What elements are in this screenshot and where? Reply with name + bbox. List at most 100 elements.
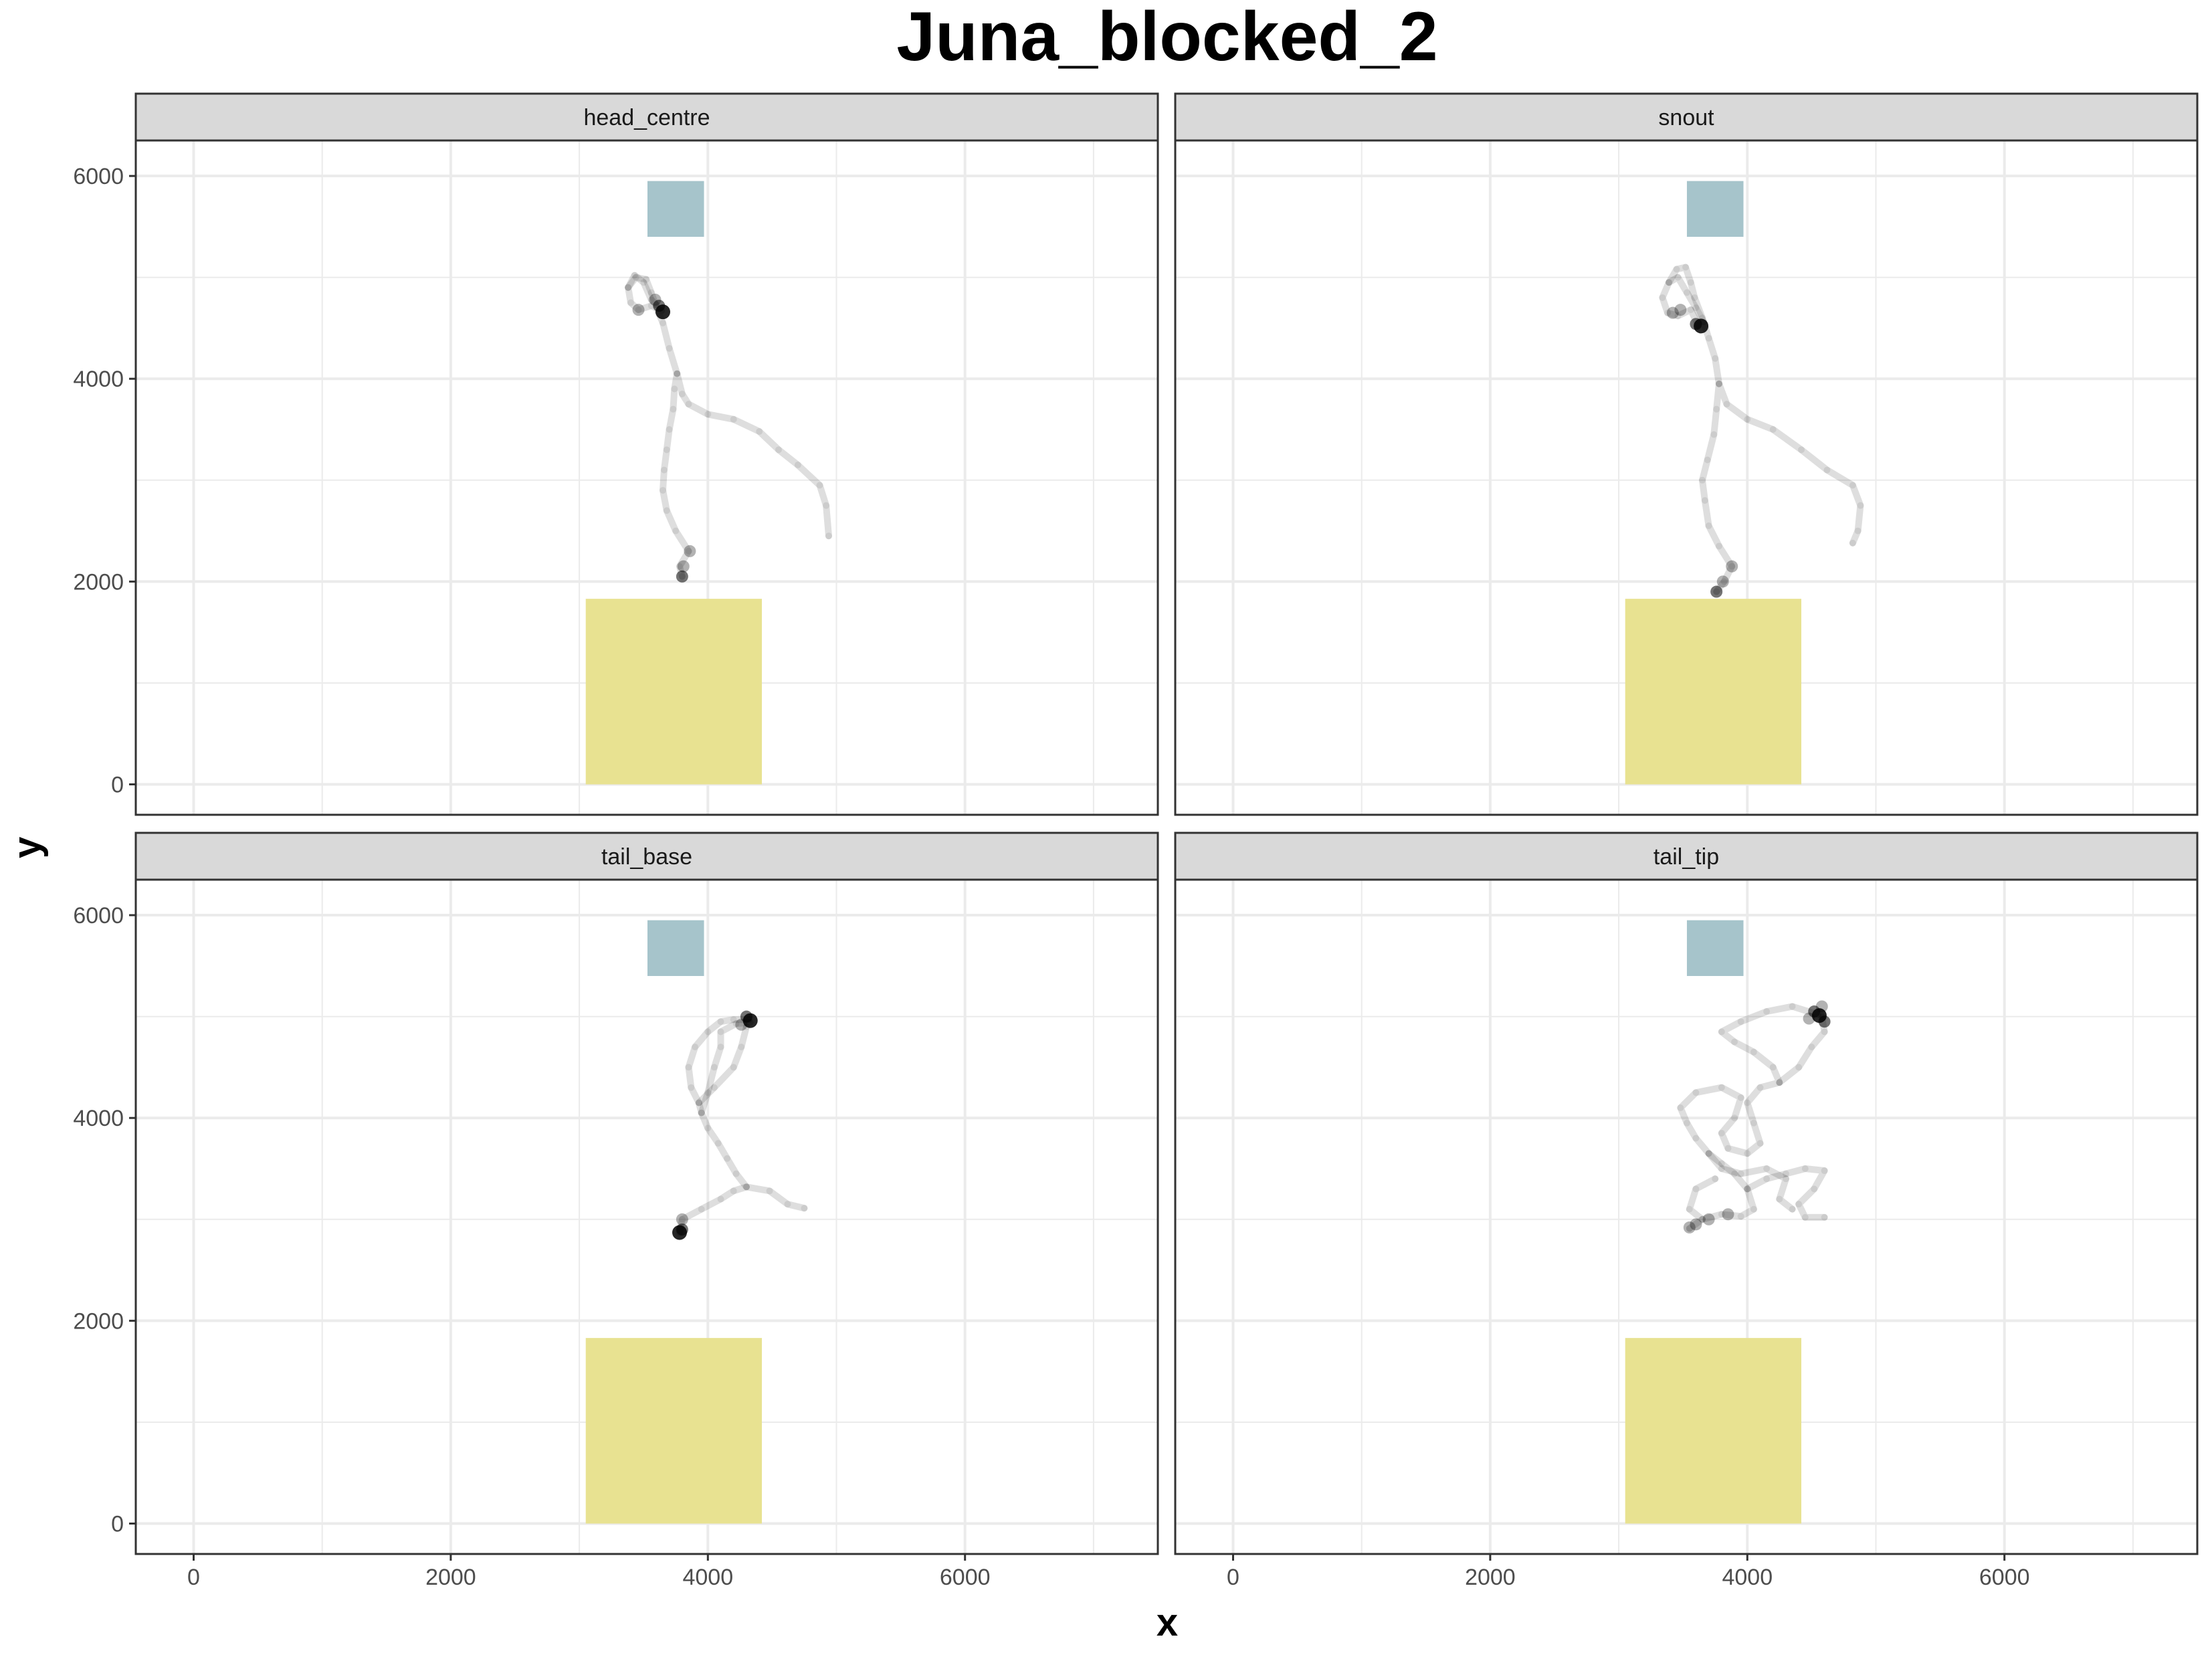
blue-zone xyxy=(647,181,704,237)
trajectory-point xyxy=(738,1044,745,1051)
trajectory-point xyxy=(660,466,668,474)
trajectory-point xyxy=(732,1020,740,1028)
trajectory-point xyxy=(704,1125,712,1132)
trajectory-path xyxy=(1666,274,1707,326)
trajectory-point xyxy=(1686,1225,1693,1232)
trajectory-point xyxy=(1750,1205,1757,1213)
trajectory-point xyxy=(1692,1089,1700,1096)
trajectory-path xyxy=(1705,1150,1796,1213)
trajectory-point xyxy=(1683,1119,1690,1127)
panel-border xyxy=(1174,878,2199,1555)
trajectory-point xyxy=(678,390,686,397)
dwell-point xyxy=(1666,306,1679,319)
trajectory-path xyxy=(695,1023,750,1106)
trajectory-point xyxy=(1716,380,1723,387)
trajectory-point xyxy=(1712,355,1719,362)
trajectory-path xyxy=(676,1183,808,1236)
trajectory-point xyxy=(1750,1119,1757,1127)
trajectory-point xyxy=(1849,482,1856,489)
trajectory-point xyxy=(1712,1175,1719,1183)
panel-snout: snout xyxy=(1174,92,2199,816)
trajectory-point xyxy=(1674,274,1682,281)
trajectory-point xyxy=(663,507,670,514)
trajectory-point xyxy=(666,426,673,433)
trajectory-point xyxy=(1801,1213,1809,1221)
trajectory-point xyxy=(1756,1084,1764,1091)
strip-label: tail_tip xyxy=(1653,844,1719,870)
trajectory-point xyxy=(1704,456,1711,464)
trajectory-point xyxy=(717,1195,724,1203)
trajectory-point xyxy=(825,532,832,540)
trajectory-point xyxy=(1821,1213,1828,1221)
trajectory-point xyxy=(1666,279,1673,286)
trajectory-point xyxy=(1674,312,1682,320)
trajectory-point xyxy=(670,405,677,413)
trajectory-point xyxy=(1782,1170,1789,1177)
trajectory-point xyxy=(1731,1038,1738,1046)
strip-label: snout xyxy=(1658,105,1714,130)
trajectory-point xyxy=(672,527,680,534)
y-tick-label: 2000 xyxy=(73,569,124,595)
y-tick-label: 4000 xyxy=(73,367,124,392)
x-tick-label: 0 xyxy=(1227,1565,1239,1590)
trajectory-point xyxy=(663,446,670,454)
trajectory-point xyxy=(1744,1185,1751,1193)
trajectory-point xyxy=(625,284,632,291)
trajectory-point xyxy=(1789,1003,1796,1010)
trajectory-point xyxy=(1705,1150,1712,1157)
trajectory-point xyxy=(1849,539,1856,547)
strip-label: tail_base xyxy=(601,844,692,870)
trajectory-point xyxy=(676,563,684,570)
dwell-point xyxy=(677,560,690,573)
dwell-point xyxy=(653,300,666,312)
trajectory-point xyxy=(1756,1140,1764,1147)
dwell-point xyxy=(735,1018,748,1031)
x-axis-title: x xyxy=(1157,1601,1178,1644)
dwell-point xyxy=(1690,1218,1702,1231)
dwell-point xyxy=(676,1223,688,1236)
trajectory-point xyxy=(730,415,737,423)
dwell-point xyxy=(1683,1221,1696,1234)
trajectory-point xyxy=(1795,1064,1803,1071)
trajectory-point xyxy=(717,1044,724,1051)
trajectory-point xyxy=(1801,1165,1809,1172)
trajectory-point xyxy=(710,1084,718,1091)
y-tick-label: 0 xyxy=(111,1512,124,1537)
trajectory-point xyxy=(1691,294,1698,301)
trajectory-point xyxy=(1744,415,1751,423)
facet-panels: head_centre 0 2000 4000 6000 snout tail_base 0 2… xyxy=(73,92,2199,1590)
trajectory-point xyxy=(695,1099,702,1106)
trajectory-point xyxy=(1789,1205,1796,1213)
x-tick-label: 0 xyxy=(187,1565,200,1590)
trajectory-path xyxy=(625,274,681,377)
trajectory-point xyxy=(1763,1165,1771,1172)
blue-zone xyxy=(1686,181,1744,237)
trajectory-point xyxy=(742,1183,750,1191)
trajectory-point xyxy=(1718,1028,1725,1036)
blue-zone xyxy=(1686,920,1744,976)
dwell-point xyxy=(1710,585,1723,598)
trajectory-point xyxy=(1692,1135,1700,1142)
trajectory-point xyxy=(678,1215,686,1223)
trajectory-path xyxy=(1677,1003,1821,1232)
trajectory-point xyxy=(1795,1201,1803,1208)
trajectory-point xyxy=(1854,527,1862,534)
dwell-point xyxy=(676,570,688,583)
trajectory-point xyxy=(643,276,650,283)
trajectory-path xyxy=(685,1016,752,1191)
trajectory-point xyxy=(685,401,692,408)
trajectory-point xyxy=(823,502,830,509)
trajectory-point xyxy=(1723,401,1730,408)
trajectory-point xyxy=(730,1064,737,1071)
dwell-point xyxy=(1690,318,1702,330)
trajectory-point xyxy=(1798,446,1805,454)
trajectory-point xyxy=(1692,304,1700,312)
trajectory-point xyxy=(1718,1160,1725,1167)
trajectory-point xyxy=(1724,1145,1732,1152)
trajectory-point xyxy=(1750,1048,1757,1056)
trajectory-path xyxy=(625,272,660,308)
y-tick-label: 6000 xyxy=(73,164,124,189)
dwell-point xyxy=(1726,560,1738,573)
trajectory-point xyxy=(1705,334,1712,342)
x-tick-label: 4000 xyxy=(682,1565,733,1590)
